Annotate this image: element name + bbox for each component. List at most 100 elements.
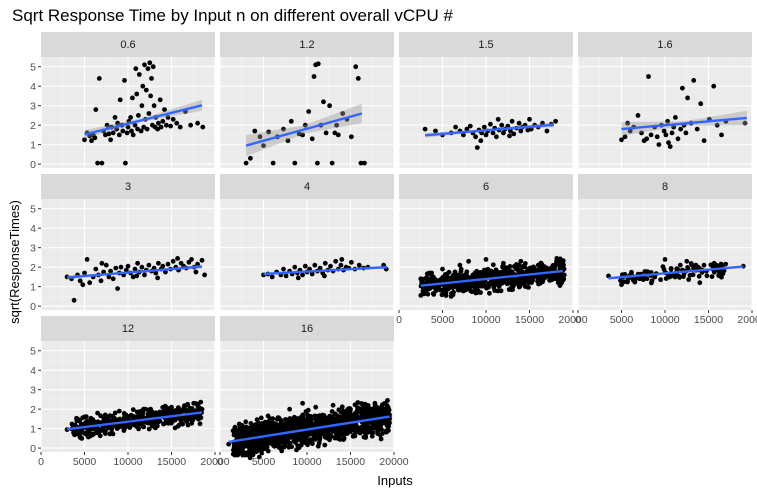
data-point [661,266,667,272]
data-point [451,289,456,295]
data-point [431,274,436,280]
data-point [110,276,116,282]
data-point [145,66,151,72]
x-tick-label: 10000 [292,456,321,468]
data-point [312,413,318,419]
data-point [384,420,390,426]
data-point [155,275,161,281]
data-point [177,124,183,130]
data-point [550,274,555,279]
data-point [344,418,349,423]
data-point [266,129,272,135]
data-point [663,132,669,138]
x-tick-label: 15000 [336,456,365,468]
data-point [290,433,295,438]
data-point [189,420,195,426]
facet-strip [220,316,394,341]
data-point [334,122,339,128]
data-point [270,160,276,166]
y-tick-label: 2 [30,404,36,416]
data-point [332,130,338,136]
data-point [127,424,133,429]
data-point [281,266,286,272]
data-point [99,260,105,266]
data-point [693,262,699,268]
data-point [139,103,145,109]
data-point [268,425,273,431]
data-point [526,285,531,290]
data-point [305,407,311,413]
data-point [80,415,85,421]
data-point [142,272,147,278]
data-point [467,123,473,129]
data-point [701,138,707,144]
data-point [71,297,77,303]
data-point [507,133,512,139]
data-point [170,258,176,264]
facet-strip-label: 4 [304,181,310,193]
data-point [279,448,285,454]
data-point [461,132,466,138]
x-axis-title: Inputs [377,473,413,488]
facet-strip-label: 1.2 [299,39,314,51]
data-point [698,101,704,107]
data-point [148,93,154,99]
data-point [675,136,681,142]
data-point [302,263,308,269]
data-point [96,426,102,432]
data-point [130,95,135,101]
data-point [269,420,274,426]
data-point [662,257,668,262]
data-point [135,126,141,132]
data-point [265,436,271,442]
data-point [248,421,254,426]
data-point [195,120,201,126]
data-point [646,74,651,79]
data-point [158,124,164,130]
data-point [495,116,501,122]
data-point [694,126,700,132]
data-point [313,404,319,410]
data-point [361,421,367,427]
data-point [511,264,517,269]
data-point [356,262,362,268]
facet-panel-3: 3 [40,174,216,310]
data-point [483,257,489,262]
regression-line [263,265,388,276]
data-point [162,107,167,112]
data-point [175,423,181,429]
data-point [198,407,204,413]
data-point [275,443,281,449]
data-point [323,130,329,136]
data-point [680,85,685,91]
data-point [677,262,683,268]
data-point [103,262,109,268]
facet-panel-16: 16 [219,316,395,461]
data-point [363,433,369,439]
data-point [494,270,500,276]
data-point [153,424,159,429]
data-point [239,423,245,428]
data-point [132,122,138,128]
data-point [139,264,145,270]
y-tick-label: 0 [30,443,36,455]
data-point [195,414,200,419]
data-point [629,269,634,275]
data-point [156,260,161,266]
data-point [461,281,466,287]
data-point [656,142,662,148]
data-point [335,132,341,138]
data-point [231,430,237,436]
data-point [283,417,288,422]
data-point [261,143,266,149]
data-point [315,443,321,449]
data-point [106,424,112,430]
data-point [143,87,149,93]
data-point [185,401,191,407]
data-point [128,115,134,120]
data-point [317,437,323,443]
data-point [696,273,702,279]
data-point [232,443,237,449]
data-point [146,111,152,116]
data-point [458,269,464,274]
